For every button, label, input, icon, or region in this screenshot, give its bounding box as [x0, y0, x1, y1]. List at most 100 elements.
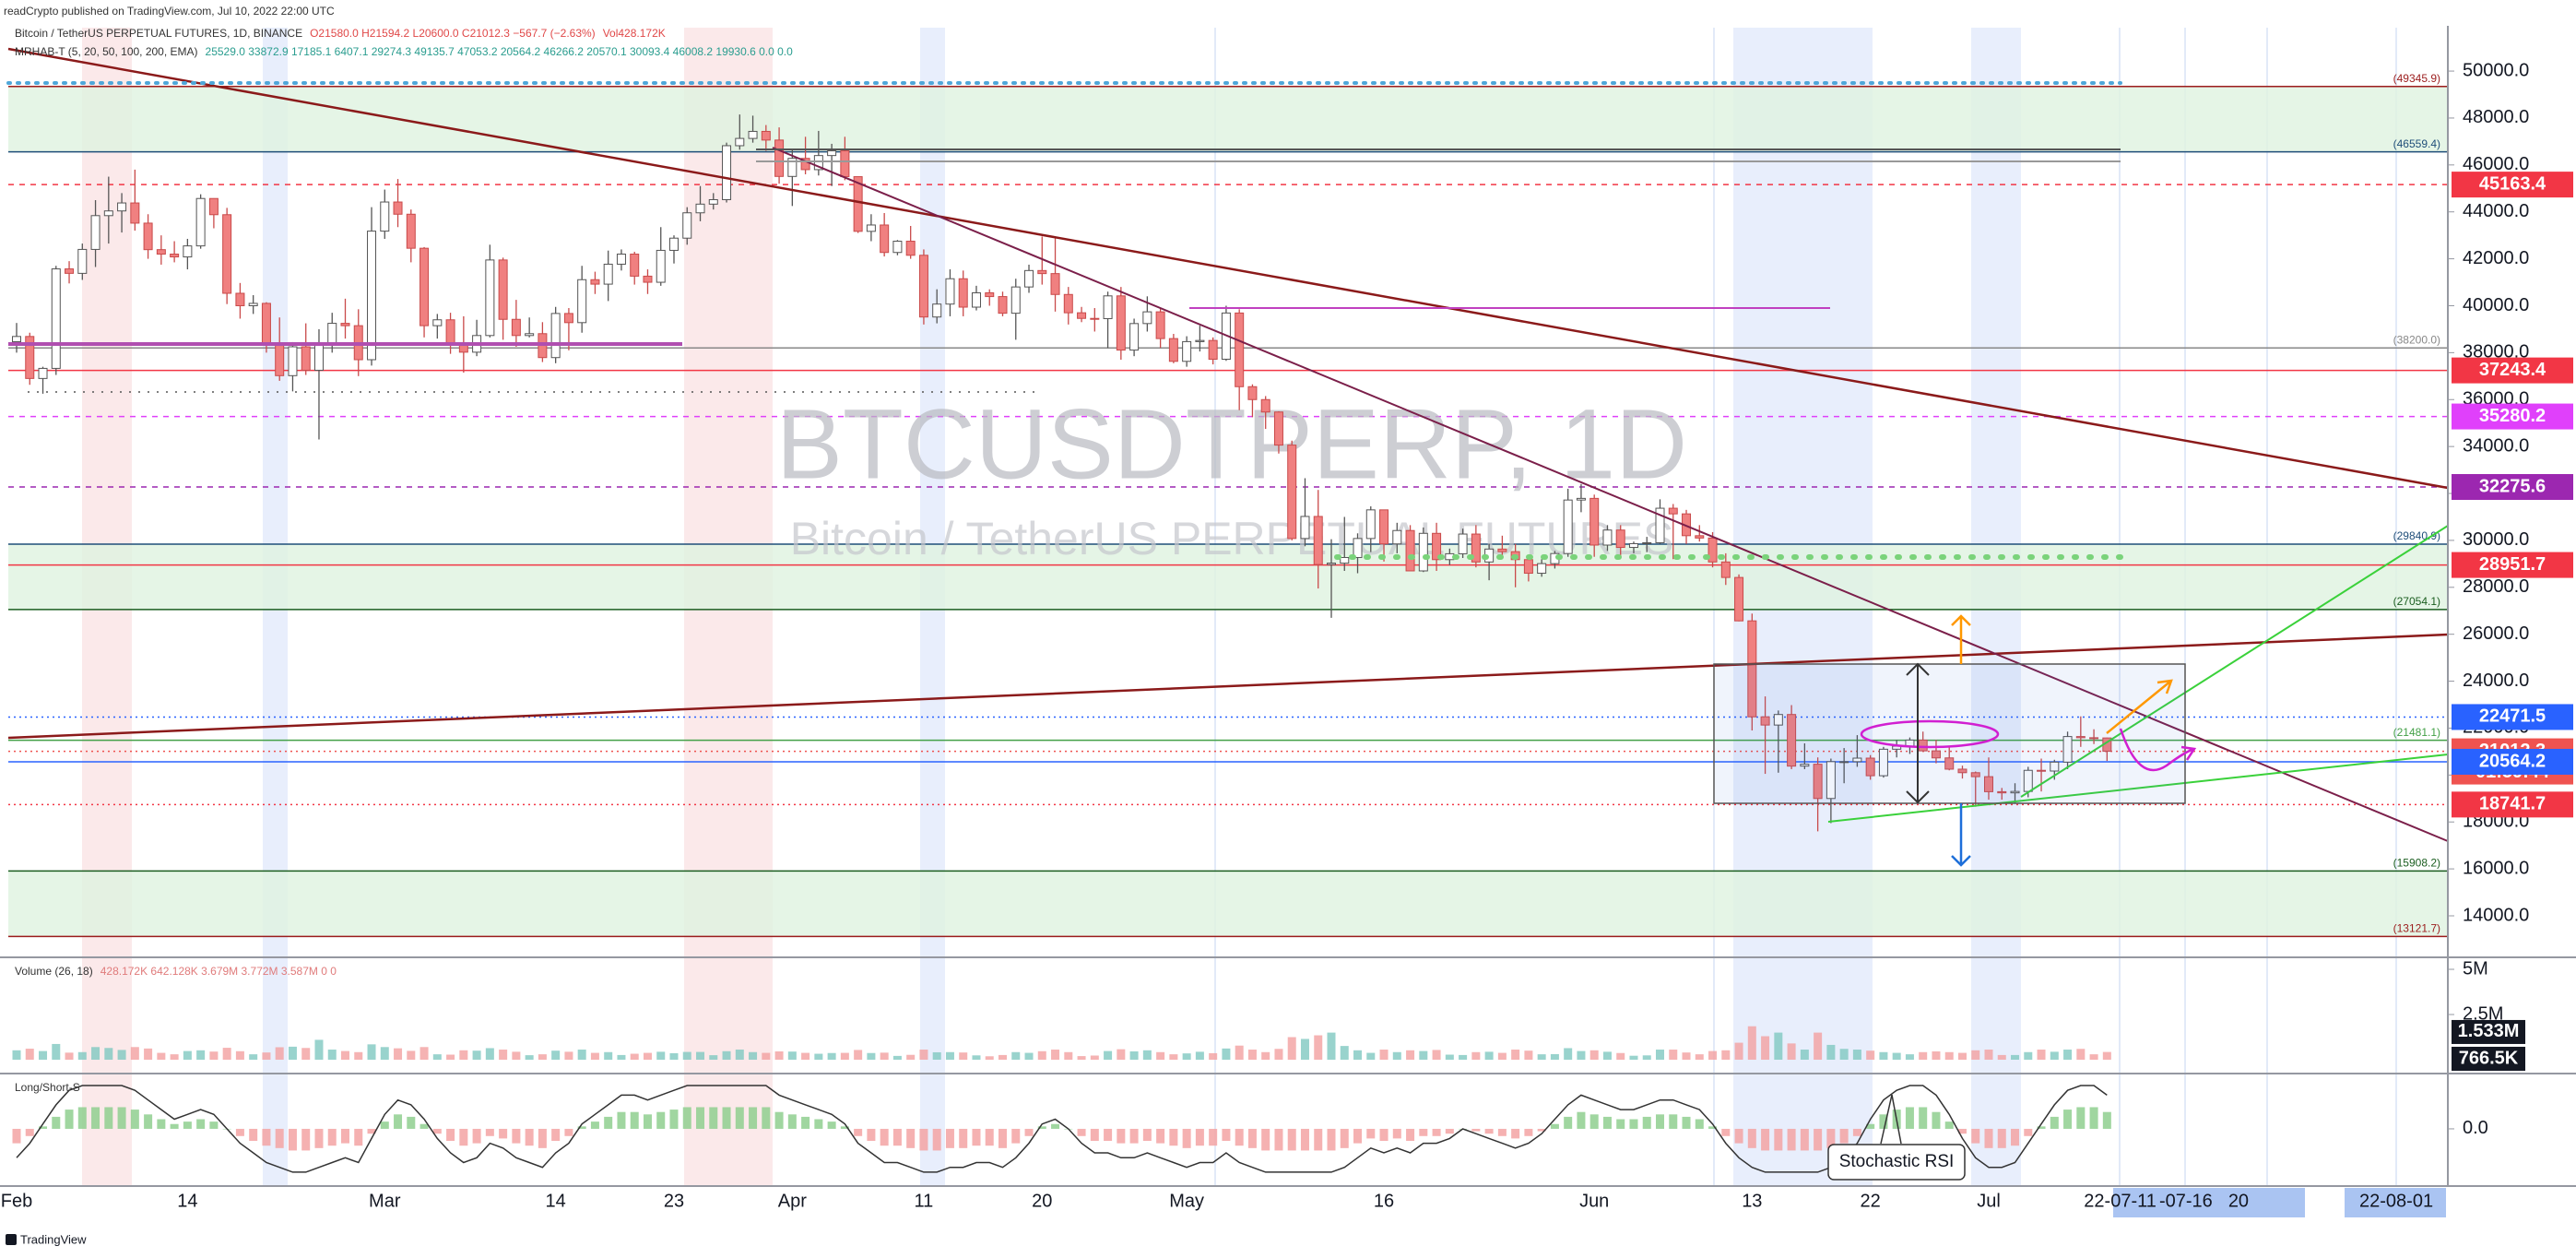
volume-bar — [643, 1052, 652, 1061]
x-tick-label: Apr — [778, 1191, 807, 1211]
x-tick-label: Jun — [1579, 1191, 1609, 1211]
zone — [8, 543, 2448, 610]
volume-bar — [1944, 1051, 1954, 1061]
candle-body — [1063, 293, 1073, 314]
candle-body — [1103, 295, 1113, 319]
osc-bar — [485, 1128, 494, 1136]
x-tick-label: 20 — [2228, 1191, 2249, 1211]
candle-body — [1747, 620, 1757, 718]
volume-bar — [1432, 1050, 1441, 1061]
osc-bar — [1564, 1116, 1573, 1129]
candle-body — [1695, 535, 1705, 539]
candle-body — [1865, 757, 1875, 777]
osc-bar — [735, 1107, 744, 1129]
volume-bar — [774, 1050, 784, 1061]
volume-bar — [512, 1051, 521, 1061]
osc-bar — [972, 1128, 981, 1146]
symbol: Bitcoin / TetherUS PERPETUAL FUTURES, 1D… — [15, 27, 302, 40]
osc-bar — [459, 1128, 468, 1146]
volume-bar — [117, 1050, 126, 1061]
osc-bar — [1879, 1114, 1888, 1129]
osc-bar — [617, 1111, 626, 1129]
osc-bar — [367, 1128, 376, 1134]
x-tick-label: 23 — [664, 1191, 684, 1211]
candle-body — [1787, 714, 1797, 767]
osc-bar — [577, 1126, 586, 1129]
arrow — [2119, 728, 2197, 772]
osc-bar — [301, 1128, 311, 1151]
candle-body — [1615, 529, 1625, 549]
vol-tick-label: 2.5M — [2463, 1003, 2503, 1024]
price-box-label: 45163.4 — [2479, 173, 2546, 194]
osc-bar — [1642, 1116, 1651, 1129]
osc-bar — [1419, 1128, 1428, 1136]
candle-body — [722, 145, 732, 200]
osc-bar — [262, 1128, 271, 1146]
candle-body — [656, 249, 666, 283]
candle-body — [1642, 541, 1652, 544]
candle-body — [577, 279, 587, 324]
candle-body — [1432, 532, 1442, 561]
y-tick-label: 34000.0 — [2463, 435, 2529, 456]
candle-body — [1392, 529, 1402, 545]
volume-bar — [827, 1052, 836, 1061]
candle-body — [945, 278, 955, 305]
price-box — [2452, 403, 2573, 430]
osc-bar — [682, 1107, 691, 1129]
price-line-label: (29840.9) — [2393, 529, 2440, 542]
x-tick-label: 20 — [1032, 1191, 1052, 1211]
y-tick-label: 44000.0 — [2463, 201, 2529, 221]
candle-body — [1327, 563, 1336, 565]
candle-body — [905, 241, 916, 256]
candle-body — [774, 139, 785, 177]
candle-body — [616, 254, 626, 265]
osc-bar — [1800, 1128, 1809, 1151]
volume-bar — [12, 1050, 21, 1061]
volume-bar — [577, 1050, 586, 1061]
osc-bar — [1602, 1116, 1612, 1129]
y-tick-label: 30000.0 — [2463, 529, 2529, 550]
osc-bar — [1274, 1128, 1283, 1151]
volume-bar — [249, 1054, 258, 1061]
volume-bar — [25, 1049, 34, 1061]
candle-body — [1970, 772, 1980, 777]
volume-bar — [1656, 1050, 1664, 1061]
candle-body — [511, 318, 521, 337]
volume-bar — [1616, 1052, 1625, 1061]
x-tick-label: May — [1169, 1191, 1204, 1211]
volume-bar — [814, 1053, 823, 1061]
candle-body — [1537, 563, 1547, 575]
osc-bar — [604, 1116, 613, 1129]
volume-title: Volume (26, 18) — [15, 965, 93, 978]
candle-body — [1589, 497, 1600, 546]
osc-bar — [2102, 1111, 2111, 1129]
osc-bar — [1090, 1128, 1099, 1141]
osc-bar — [1169, 1128, 1178, 1146]
candle-body — [1090, 317, 1100, 320]
osc-bar — [1774, 1128, 1783, 1151]
volume-bar — [1209, 1052, 1218, 1061]
volume-bar — [407, 1050, 416, 1061]
candle-body — [866, 224, 876, 232]
drawings — [6, 47, 2449, 867]
volume-bar — [1274, 1049, 1283, 1061]
osc-bar — [65, 1110, 74, 1129]
candle-body — [918, 255, 928, 318]
osc-bar — [1919, 1107, 1928, 1129]
volume-bar — [209, 1051, 219, 1061]
volume-bar — [1589, 1050, 1599, 1061]
volume-bar — [130, 1047, 139, 1061]
osc-bar — [1826, 1128, 1836, 1148]
volume-bar — [1445, 1054, 1454, 1061]
watermark: BTCUSDTPERP, 1D Bitcoin / TetherUS PERPE… — [776, 388, 1687, 565]
volume-bar — [380, 1047, 389, 1061]
candle-body — [1471, 533, 1481, 563]
vol-level-label: 1.533M — [2458, 1021, 2520, 1041]
osc-bar — [1984, 1128, 1993, 1148]
osc-bar — [1537, 1128, 1546, 1132]
volume-bar — [1919, 1051, 1928, 1061]
volume-bar — [2089, 1054, 2098, 1061]
osc-bar — [327, 1128, 337, 1146]
price-line-label: (15908.2) — [2393, 857, 2440, 870]
osc-bar — [919, 1128, 928, 1151]
